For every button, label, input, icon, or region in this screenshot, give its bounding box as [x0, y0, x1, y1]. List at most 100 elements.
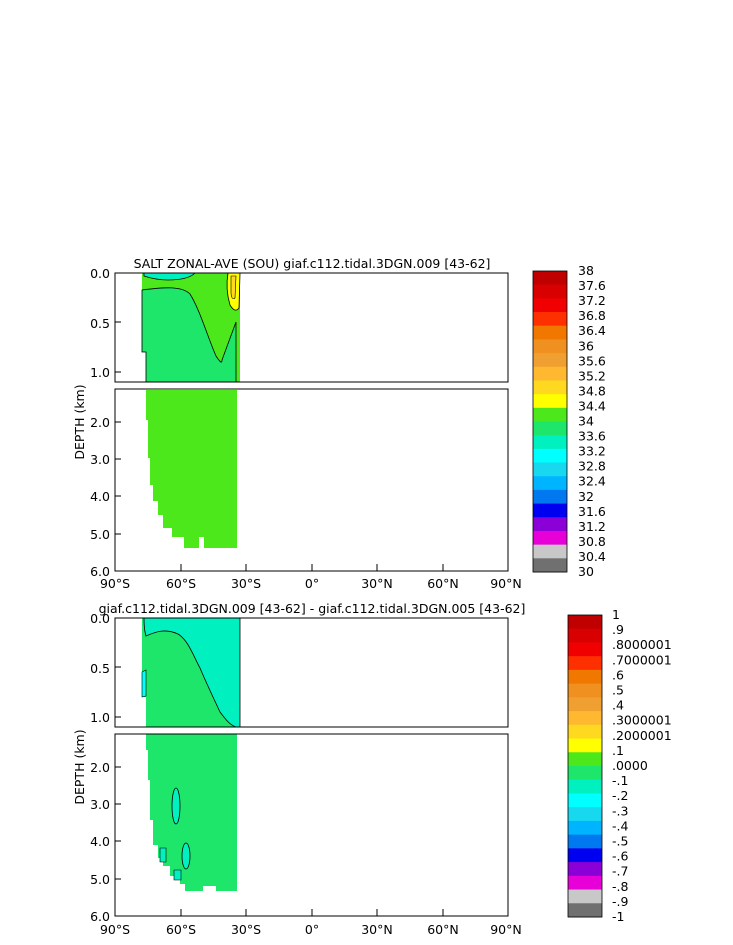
- panel1-lower-fills: [146, 390, 237, 548]
- panel2-upper-frame: [114, 617, 509, 728]
- panel-salt-zonal-average: SALT ZONAL-AVE (SOU) giaf.c112.tidal.3DG…: [72, 256, 606, 591]
- x-tick-label: 60°S: [166, 576, 196, 591]
- panel2-upper-fills: [141, 617, 241, 728]
- panel1-lower-y-ticks: 2.0 3.0 4.0 5.0 6.0: [90, 415, 121, 579]
- colorbar-label: -.2: [612, 788, 628, 803]
- y-tick-label: 4.0: [90, 834, 110, 849]
- colorbar-label: .8000001: [612, 637, 672, 652]
- colorbar-swatch: [533, 380, 567, 395]
- colorbar-swatch: [568, 669, 602, 685]
- colorbar-label: 30.4: [578, 549, 606, 564]
- panel2-colorbar: 1.9.8000001.7000001.6.5.4.3000001.200000…: [567, 607, 672, 924]
- panel1-x-ticks: 90°S 60°S 30°S 0° 30°N 60°N 90°N: [100, 564, 522, 591]
- colorbar-swatch: [568, 766, 602, 781]
- y-tick-label: 3.0: [90, 452, 110, 467]
- y-tick-label: 2.0: [90, 760, 110, 775]
- colorbar-swatch: [568, 656, 602, 671]
- colorbar-swatch: [568, 615, 602, 630]
- x-tick-label: 30°S: [231, 922, 261, 937]
- colorbar-label: .4: [612, 698, 624, 713]
- panel2-y-axis-label: DEPTH (km): [72, 729, 87, 804]
- colorbar-swatch: [568, 752, 602, 767]
- colorbar-label: 36: [578, 338, 594, 353]
- panel2-region-deep-difference: [146, 734, 237, 891]
- colorbar-label: 33.2: [578, 444, 606, 459]
- colorbar-swatch: [533, 448, 567, 464]
- colorbar-swatch: [568, 862, 602, 877]
- colorbar-label: .0000: [612, 758, 648, 773]
- colorbar-swatch: [568, 779, 602, 794]
- colorbar-swatch: [533, 339, 567, 354]
- y-tick-label: 3.0: [90, 797, 110, 812]
- panel1-y-axis-label: DEPTH (km): [72, 384, 87, 459]
- colorbar-swatch: [533, 421, 567, 436]
- colorbar-swatch: [533, 271, 567, 286]
- colorbar-frame: [532, 270, 568, 573]
- colorbar-label: .1: [612, 743, 624, 758]
- colorbar-swatch: [568, 807, 602, 822]
- x-tick-label: 30°N: [361, 922, 393, 937]
- colorbar-label: 36.4: [578, 323, 606, 338]
- colorbar-label: .5: [612, 683, 624, 698]
- y-tick-label: 0.5: [90, 661, 110, 676]
- colorbar-label: -.4: [612, 818, 628, 833]
- panel-difference: giaf.c112.tidal.3DGN.009 [43-62] - giaf.…: [72, 601, 672, 937]
- panel1-region-salinity-35.2-35.6: [230, 275, 237, 300]
- panel2-region-deep-minus0.1: [171, 787, 181, 825]
- colorbar-swatch: [533, 298, 567, 313]
- panel2-upper-y-ticks: 0.0 0.5 1.0: [90, 611, 121, 725]
- x-tick-label: 90°N: [490, 576, 522, 591]
- colorbar-swatch: [568, 875, 602, 891]
- y-tick-label: 0.5: [90, 316, 110, 331]
- colorbar-label: 37.2: [578, 293, 606, 308]
- colorbar-label: .3000001: [612, 713, 672, 728]
- panel2-title: giaf.c112.tidal.3DGN.009 [43-62] - giaf.…: [99, 601, 526, 616]
- y-tick-label: 0.0: [90, 611, 110, 626]
- colorbar-label: 33.6: [578, 429, 606, 444]
- y-tick-label: 6.0: [90, 564, 110, 579]
- colorbar-swatch: [533, 353, 567, 368]
- panel1-region-salinity-34.0-34.4: [141, 287, 237, 383]
- colorbar-swatch: [568, 903, 602, 918]
- colorbar-label: 34.4: [578, 398, 606, 413]
- colorbar-label: 38: [578, 263, 594, 278]
- colorbar-label: 35.2: [578, 368, 606, 383]
- colorbar-swatch: [568, 820, 602, 836]
- colorbar-swatch: [533, 544, 567, 559]
- colorbar-label: -.7: [612, 864, 628, 879]
- colorbar-label: 32.8: [578, 459, 606, 474]
- colorbar-label: 35.6: [578, 353, 606, 368]
- colorbar-swatch: [533, 517, 567, 532]
- colorbar-label: 34: [578, 414, 594, 429]
- colorbar-swatch: [568, 683, 602, 698]
- colorbar-label: 1: [612, 607, 620, 622]
- colorbar-label: -.8: [612, 879, 628, 894]
- y-tick-label: 0.0: [90, 266, 110, 281]
- colorbar-swatch: [533, 284, 567, 299]
- colorbar-label: 30.8: [578, 534, 606, 549]
- colorbar-swatch: [568, 793, 602, 808]
- panel1-upper-frame: [114, 272, 509, 383]
- colorbar-swatch: [568, 738, 602, 753]
- x-tick-label: 90°S: [100, 576, 130, 591]
- colorbar-label: 30: [578, 564, 594, 579]
- colorbar-swatch: [568, 642, 602, 657]
- y-tick-label: 1.0: [90, 710, 110, 725]
- panel2-region-deep-minus0.1: [181, 842, 191, 870]
- colorbar-label: 31.2: [578, 519, 606, 534]
- colorbar-swatch: [533, 366, 567, 381]
- colorbar-label: 37.6: [578, 278, 606, 293]
- x-tick-label: 60°N: [427, 576, 459, 591]
- colorbar-swatch: [568, 628, 602, 643]
- colorbar-swatch: [568, 711, 602, 726]
- y-tick-label: 5.0: [90, 527, 110, 542]
- colorbar-swatch: [568, 848, 602, 863]
- panel2-region-difference-minus0.2-minus0.1: [141, 669, 147, 698]
- y-tick-label: 5.0: [90, 872, 110, 887]
- colorbar-label: -.6: [612, 849, 628, 864]
- colorbar-label: 32: [578, 489, 594, 504]
- colorbar-swatch: [568, 697, 602, 712]
- colorbar-label: 34.8: [578, 383, 606, 398]
- colorbar-label: .9: [612, 622, 624, 637]
- colorbar-label: .2000001: [612, 728, 672, 743]
